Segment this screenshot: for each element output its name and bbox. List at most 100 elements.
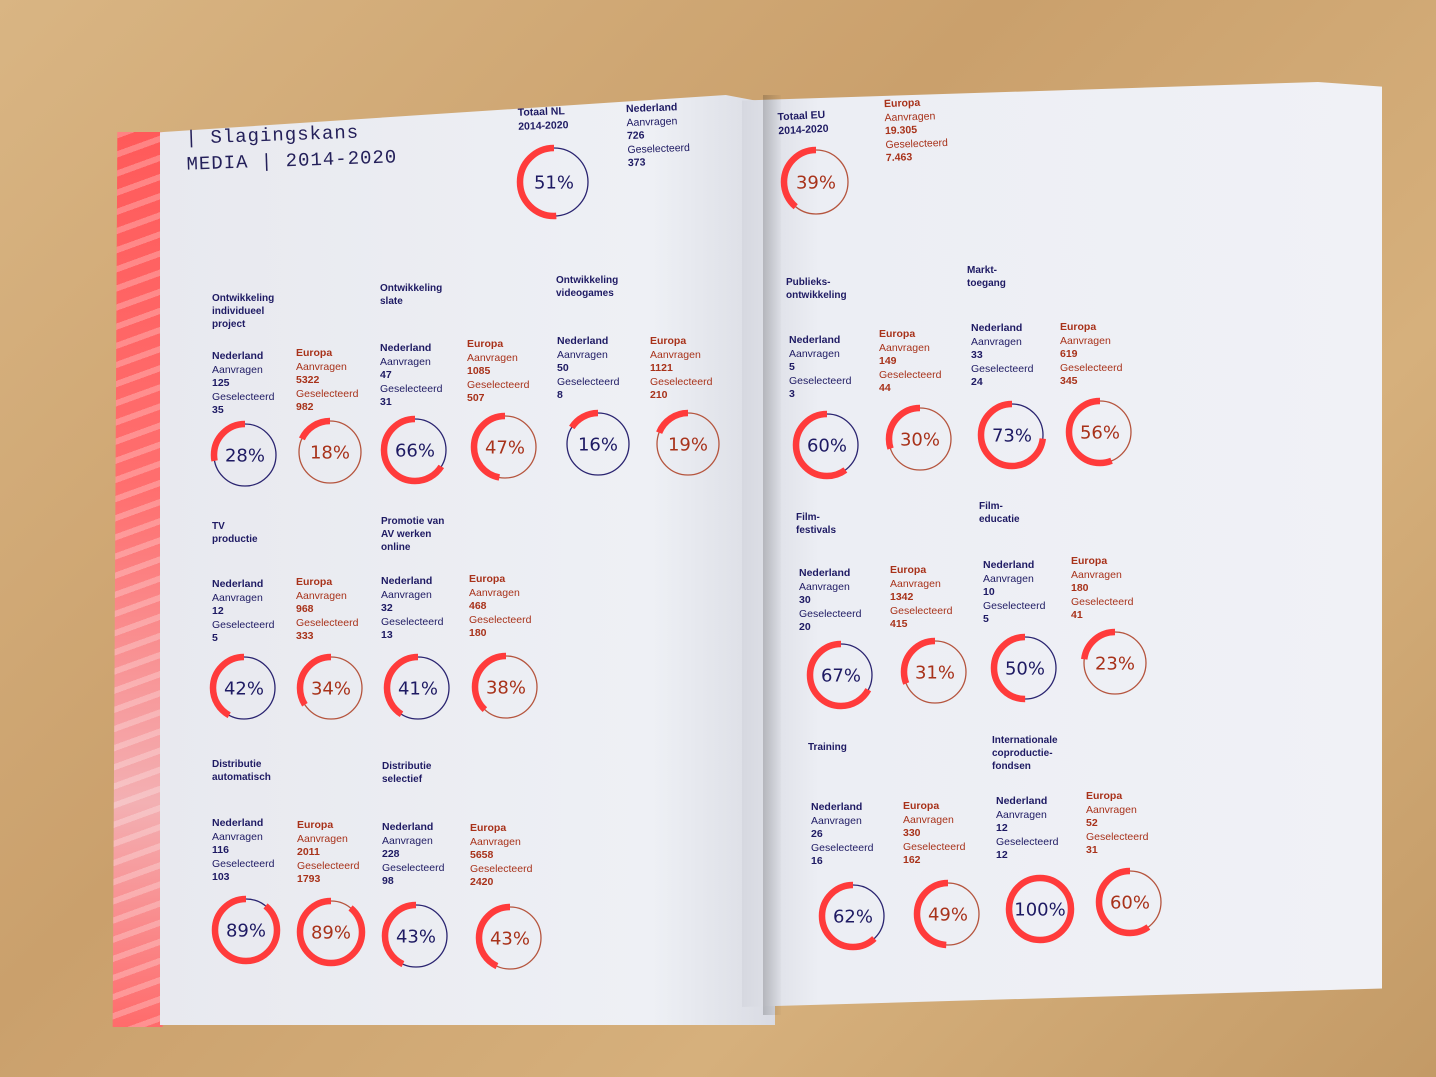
cat-3-eu-donut-label: 34%	[311, 679, 351, 700]
cat-1-eu-stats-geselecteerd-label: Geselecteerd	[467, 378, 530, 391]
donut-total-eu: 39%	[780, 146, 852, 218]
cat-0-title: Ontwikkeling individueel project	[212, 293, 275, 330]
cat-5-eu-donut-arc	[296, 897, 366, 967]
cat-2-nl-donut-arc	[563, 409, 633, 479]
cat-5-eu-stats-region: Europa	[297, 819, 334, 831]
cat-5-nl-stats-aanvragen-label: Aanvragen	[212, 830, 263, 843]
cat-3-nl-stats-geselecteerd-label: Geselecteerd	[212, 618, 275, 631]
cat-12-nl-donut-arc	[1005, 874, 1075, 944]
booklet-spine	[763, 95, 781, 1015]
cat-1-nl-stats-aanvragen-value: 47	[380, 369, 392, 381]
cat-4-nl-stats-aanvragen-value: 32	[381, 602, 393, 614]
cat-3-nl-donut-arc	[209, 653, 279, 723]
cat-11-eu-stats-aanvragen-value: 330	[903, 827, 921, 839]
cat-1-nl-stats-region: Nederland	[380, 342, 432, 354]
cat-7-nl-donut-label: 60%	[807, 436, 847, 457]
cat-11-eu-stats-geselecteerd-label: Geselecteerd	[903, 840, 966, 853]
cat-9-eu-stats: Europa Aanvragen 1342 Geselecteerd 415	[890, 564, 952, 632]
cat-1-eu-donut-arc	[470, 412, 540, 482]
cat-3-nl-stats-aanvragen-label: Aanvragen	[212, 591, 263, 604]
cat-9-eu-stats-aanvragen-value: 1342	[890, 591, 914, 603]
cat-4-nl-donut-label: 41%	[398, 679, 438, 700]
cat-5-eu-donut-label: 89%	[311, 923, 351, 944]
cat-1-eu-stats-aanvragen-value: 1085	[467, 365, 491, 377]
cat-2-eu-stats-region: Europa	[650, 335, 687, 347]
cat-4-nl-donut: 41%	[383, 653, 453, 723]
cat-9-nl-donut-arc	[806, 640, 876, 710]
cat-2-nl-donut-label: 16%	[578, 435, 618, 456]
total-nl-stats: Nederland Aanvragen 726 Geselecteerd 373	[625, 101, 691, 170]
cat-2-nl-stats: Nederland Aanvragen 50 Geselecteerd 8	[557, 335, 619, 403]
cat-8-eu-stats-aanvragen-value: 619	[1060, 348, 1078, 360]
cat-6-nl-stats-geselecteerd-label: Geselecteerd	[382, 861, 445, 874]
cat-4-nl-stats-geselecteerd-value: 13	[381, 629, 393, 641]
cat-12-eu-stats-region: Europa	[1086, 790, 1123, 802]
cat-2-nl-donut: 16%	[563, 409, 633, 479]
cat-3-eu-stats-geselecteerd-value: 333	[296, 630, 314, 642]
cat-6-nl-donut-label: 43%	[396, 927, 436, 948]
cat-12-eu-stats: Europa Aanvragen 52 Geselecteerd 31	[1086, 790, 1148, 858]
cat-5-eu-stats-geselecteerd-label: Geselecteerd	[297, 859, 360, 872]
cat-9-nl-donut: 67%	[806, 640, 876, 710]
cat-8-eu-donut: 56%	[1065, 397, 1135, 467]
cat-5-title: Distributie automatisch	[212, 759, 271, 783]
cat-4-eu-donut-label: 38%	[486, 678, 526, 699]
cat-4-eu-stats-geselecteerd-value: 180	[469, 627, 487, 639]
cat-7-eu-donut-label: 30%	[900, 430, 940, 451]
cat-11-eu-donut: 49%	[913, 879, 983, 949]
cat-9-nl-stats-geselecteerd-label: Geselecteerd	[799, 607, 862, 620]
cat-10-eu-stats-geselecteerd-label: Geselecteerd	[1071, 595, 1134, 608]
cat-7-nl-stats-aanvragen-value: 5	[789, 361, 795, 373]
cat-5-eu-stats-aanvragen-value: 2011	[297, 846, 320, 858]
cat-8-eu-stats-region: Europa	[1060, 321, 1097, 333]
cat-12-eu-stats-aanvragen-label: Aanvragen	[1086, 803, 1137, 816]
cat-7-nl-stats-geselecteerd-label: Geselecteerd	[789, 374, 852, 387]
cat-0-nl-stats-geselecteerd-label: Geselecteerd	[212, 390, 275, 403]
cat-5-eu-stats-geselecteerd-value: 1793	[297, 873, 321, 885]
cat-0-eu-stats-aanvragen-label: Aanvragen	[296, 360, 347, 373]
cat-5-nl-donut: 89%	[211, 895, 281, 965]
cat-11-nl-stats-aanvragen-label: Aanvragen	[811, 814, 862, 827]
cat-5-nl-stats: Nederland Aanvragen 116 Geselecteerd 103	[212, 817, 274, 885]
cat-2-nl-stats-geselecteerd-label: Geselecteerd	[557, 375, 620, 388]
cat-12-eu-stats-aanvragen-value: 52	[1086, 817, 1098, 829]
cat-8-nl-stats-aanvragen-value: 33	[971, 349, 983, 361]
cat-7-title: Publieks- ontwikkeling	[786, 277, 847, 301]
donut-total-nl: 51%	[516, 144, 592, 220]
cat-10-eu-stats-aanvragen-value: 180	[1071, 582, 1089, 594]
cat-11-nl-stats-region: Nederland	[811, 801, 863, 813]
cat-1-nl-donut: 66%	[380, 415, 450, 485]
cat-9-eu-donut-label: 31%	[915, 663, 955, 684]
cat-1-nl-stats-aanvragen-label: Aanvragen	[380, 355, 431, 368]
cat-4-eu-donut-arc	[471, 652, 541, 722]
cat-11-nl-stats-aanvragen-value: 26	[811, 828, 823, 840]
cat-3-title: TV productie	[212, 521, 258, 545]
cat-0-eu-stats-region: Europa	[296, 347, 333, 359]
cat-0-nl-donut-arc	[210, 420, 280, 490]
cat-9-eu-donut-arc	[900, 637, 970, 707]
cat-6-nl-stats-aanvragen-label: Aanvragen	[382, 834, 433, 847]
cat-8-eu-donut-arc	[1065, 397, 1135, 467]
cat-6-eu-stats-region: Europa	[470, 822, 507, 834]
page-title: | Slagingskans MEDIA | 2014-2020	[185, 118, 398, 177]
cat-7-eu-stats-geselecteerd-value: 44	[879, 382, 891, 394]
cat-11-nl-donut-arc	[818, 881, 888, 951]
cat-4-eu-stats-region: Europa	[469, 573, 506, 585]
cat-6-eu-stats-aanvragen-value: 5658	[470, 849, 494, 861]
cat-0-eu-stats: Europa Aanvragen 5322 Geselecteerd 982	[296, 347, 358, 415]
cat-7-nl-stats: Nederland Aanvragen 5 Geselecteerd 3	[789, 334, 851, 402]
cat-8-eu-donut-label: 56%	[1080, 423, 1120, 444]
cat-6-eu-stats: Europa Aanvragen 5658 Geselecteerd 2420	[470, 822, 532, 890]
cat-11-nl-donut-label: 62%	[833, 907, 873, 928]
cat-2-eu-stats-geselecteerd-value: 210	[650, 389, 668, 401]
cat-5-nl-donut-arc	[211, 895, 281, 965]
cat-1-eu-donut: 47%	[470, 412, 540, 482]
cat-10-nl-stats-geselecteerd-label: Geselecteerd	[983, 599, 1046, 612]
cat-9-nl-stats: Nederland Aanvragen 30 Geselecteerd 20	[799, 567, 861, 635]
cat-0-eu-donut: 18%	[295, 417, 365, 487]
cat-4-nl-stats-region: Nederland	[381, 575, 433, 587]
cat-5-eu-stats-aanvragen-label: Aanvragen	[297, 832, 348, 845]
cat-1-nl-stats-geselecteerd-value: 31	[380, 396, 392, 408]
cat-6-title: Distributie selectief	[382, 761, 432, 785]
donut-total-nl-label: 51%	[534, 173, 574, 194]
